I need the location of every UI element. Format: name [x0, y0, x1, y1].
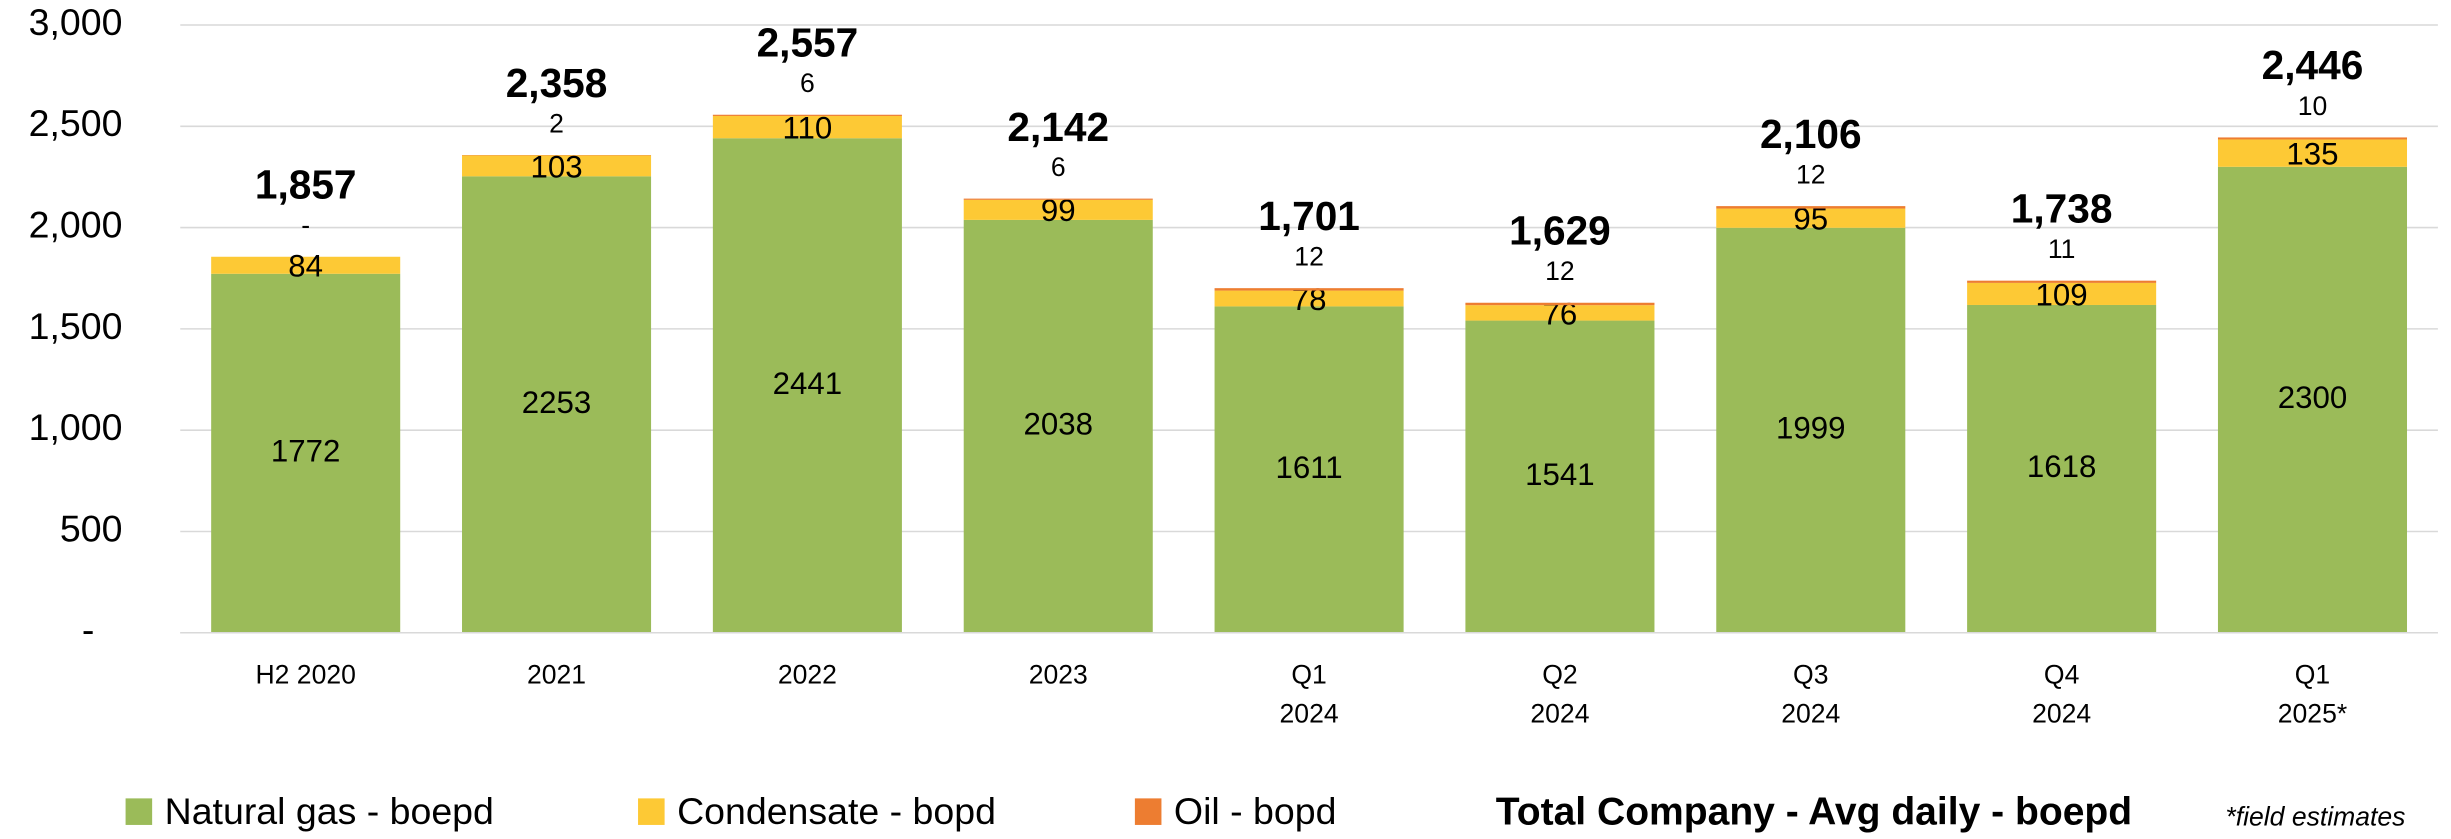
x-tick-label: 2023 — [1029, 660, 1088, 690]
legend-swatch — [125, 798, 153, 825]
y-tick-label: 2,000 — [29, 203, 123, 245]
bar-segment — [712, 115, 902, 139]
bar-segment — [1214, 290, 1404, 307]
bar-segment — [712, 114, 902, 116]
y-tick-label: 500 — [60, 507, 123, 549]
total-label: 2,358 — [506, 60, 608, 106]
x-tick-label: Q1 — [2295, 660, 2330, 690]
data-label: 2300 — [2278, 380, 2347, 415]
bar-segment — [1716, 206, 1906, 209]
x-tick-label: 2025* — [2278, 699, 2347, 729]
bar-segment — [963, 219, 1153, 633]
total-label: 1,629 — [1509, 208, 1611, 254]
bar-segment — [1465, 302, 1655, 306]
data-label: 99 — [1041, 193, 1076, 228]
data-label: 2441 — [773, 366, 842, 401]
data-label: 2 — [549, 108, 564, 138]
data-label: - — [301, 210, 310, 240]
x-tick-label: Q2 — [1542, 660, 1577, 690]
bar-segment — [2217, 139, 2408, 167]
data-label: 12 — [1294, 241, 1324, 271]
data-label: 110 — [782, 110, 832, 145]
legend-label: Condensate - bopd — [677, 790, 996, 832]
bar-segment — [1716, 227, 1906, 633]
data-label: 1618 — [2027, 449, 2096, 484]
legend-label: Natural gas - boepd — [165, 790, 494, 832]
data-label: 84 — [288, 249, 323, 284]
data-label: 12 — [1545, 256, 1575, 286]
data-label: 6 — [800, 68, 815, 98]
x-tick-label: 2024 — [1530, 699, 1589, 729]
data-label: 1999 — [1776, 411, 1845, 446]
bar-segment — [1967, 304, 2157, 633]
total-label: 2,106 — [1760, 111, 1862, 157]
bar-segment — [963, 198, 1153, 200]
bar-segment — [1967, 280, 2157, 283]
bar-segment — [1967, 282, 2157, 305]
data-label: 135 — [2286, 137, 2338, 172]
y-tick-label: 2,500 — [29, 102, 123, 144]
data-label: 78 — [1292, 282, 1327, 317]
bar-segment — [1716, 208, 1906, 228]
bar-segment — [462, 155, 652, 177]
bar-segment — [712, 138, 902, 633]
data-label: 1772 — [271, 434, 340, 469]
y-tick-label: 1,500 — [29, 305, 123, 347]
legend-label: Oil - bopd — [1174, 790, 1337, 832]
bar-segment — [1465, 320, 1655, 633]
x-tick-label: Q4 — [2044, 660, 2079, 690]
data-label: 2038 — [1023, 407, 1092, 442]
data-label: 76 — [1543, 296, 1578, 331]
bar-segment — [462, 176, 652, 633]
data-label: 103 — [530, 149, 582, 184]
bar-segment — [211, 273, 401, 633]
bar-segment — [211, 256, 401, 274]
y-tick-label: 3,000 — [29, 1, 123, 43]
total-label: 2,142 — [1007, 104, 1109, 150]
bar-segment — [1465, 305, 1655, 321]
data-label: 1541 — [1525, 457, 1594, 492]
data-label: 10 — [2298, 91, 2328, 121]
data-label: 1611 — [1276, 450, 1343, 485]
x-tick-label: Q1 — [1291, 660, 1326, 690]
x-tick-label: 2021 — [527, 660, 586, 690]
x-tick-label: 2024 — [1280, 699, 1339, 729]
bar-segment — [1214, 306, 1404, 633]
x-tick-label: 2024 — [1781, 699, 1840, 729]
x-tick-label: Q3 — [1793, 660, 1828, 690]
legend-swatch — [638, 798, 665, 825]
data-label: 109 — [2036, 277, 2088, 312]
bar-segment — [2217, 166, 2408, 633]
data-label: 6 — [1051, 152, 1066, 182]
total-label: 1,857 — [255, 162, 357, 208]
y-tick-label: 1,000 — [29, 406, 123, 448]
bar-segment — [1214, 288, 1404, 291]
total-label: 2,557 — [757, 20, 859, 66]
x-tick-label: 2024 — [2032, 699, 2091, 729]
data-label: 11 — [2048, 234, 2076, 264]
total-label: 1,738 — [2011, 186, 2113, 232]
data-label: 12 — [1796, 159, 1826, 189]
note: *field estimates — [2225, 802, 2405, 832]
chart-title: Total Company - Avg daily - boepd — [1496, 790, 2132, 833]
bar-segment — [963, 199, 1153, 220]
total-label: 2,446 — [2262, 42, 2364, 88]
legend-swatch — [1134, 798, 1162, 825]
y-tick-label: - — [82, 609, 94, 651]
bar-segment — [2217, 137, 2408, 140]
data-label: 2253 — [522, 385, 591, 420]
total-label: 1,701 — [1258, 193, 1360, 239]
x-tick-label: 2022 — [778, 660, 837, 690]
x-tick-label: H2 2020 — [256, 660, 356, 690]
